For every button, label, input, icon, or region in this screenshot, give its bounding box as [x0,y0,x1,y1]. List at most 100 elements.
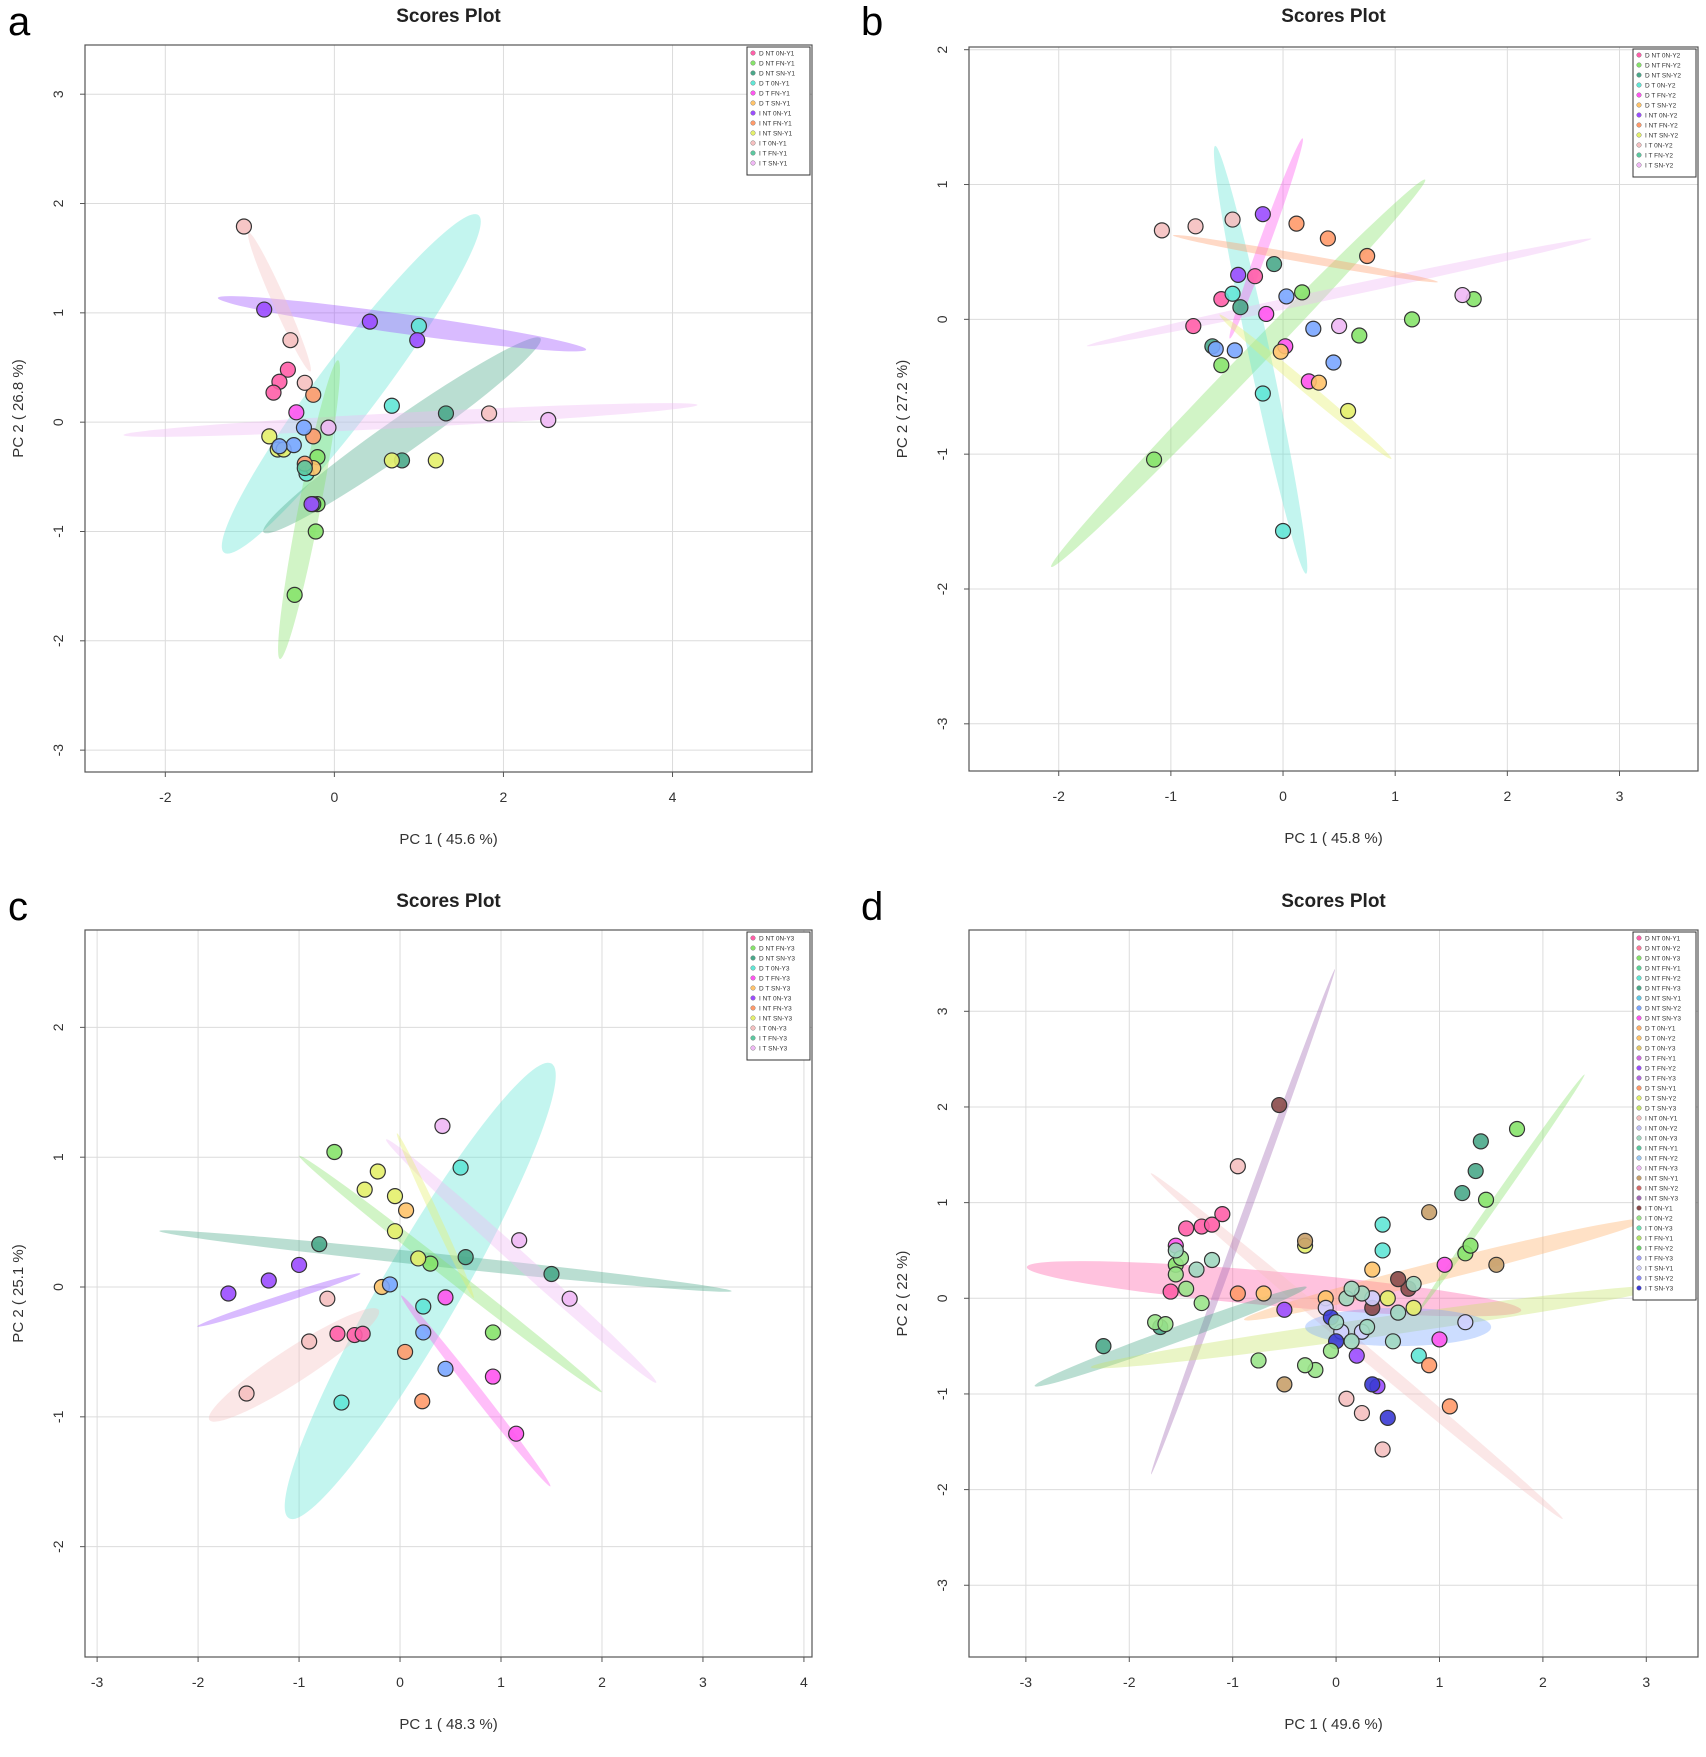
panel-a: a -2 0 2 4 -3 -2 -1 0 1 2 3 Scores Plot PC 1 ( 45.6 … [0,0,853,872]
legend-label: D NT SN-Y3 [1645,1016,1681,1023]
legend-swatch [750,50,756,56]
plot-frame [84,44,813,773]
x-tick-label: 2 [598,1674,606,1690]
score-point [301,1333,318,1350]
grid [969,47,1698,771]
score-point [1214,1206,1231,1223]
score-point [1364,1376,1381,1393]
score-point [437,1289,454,1306]
legend-label: I NT FN-Y1 [759,121,792,128]
score-point [1254,206,1271,223]
legend-swatch [1636,142,1642,148]
x-tick-label: -3 [1020,1674,1033,1690]
legend-label: I T SN-Y1 [759,161,788,168]
score-point [457,1249,474,1266]
legend-swatch [750,60,756,66]
legend-swatch [1636,1075,1642,1081]
score-point [1276,1301,1293,1318]
score-point [1167,1242,1184,1259]
score-point [307,523,324,540]
score-point [1405,1299,1422,1316]
legend-swatch [750,1035,756,1041]
legend-swatch [750,160,756,166]
legend-swatch [750,1045,756,1051]
legend-label: I T FN-Y1 [759,151,787,158]
x-tick-label: 3 [699,1674,707,1690]
legend-swatch [1636,1115,1642,1121]
y-tick-label: -1 [50,1410,66,1423]
legend-label: I NT 0N-Y2 [1645,1126,1678,1133]
legend-swatch [1636,1005,1642,1011]
y-tick-label: -1 [934,1388,950,1401]
y-tick-label: -2 [934,1483,950,1496]
score-point [271,438,288,455]
score-point [415,1298,432,1315]
point-layer [235,218,557,603]
score-point [1258,305,1275,323]
legend-swatch [1636,1255,1642,1261]
legend-label: D T FN-Y3 [759,976,790,983]
legend-label: I NT FN-Y2 [1645,1156,1678,1163]
legend-swatch [1636,1145,1642,1151]
legend-swatch [1636,1065,1642,1071]
score-point [260,1272,277,1289]
score-point [508,1425,525,1442]
score-point [434,1117,451,1135]
y-tick-label: 1 [934,180,950,188]
confidence-ellipse [1090,1285,1665,1369]
legend-swatch [1636,1225,1642,1231]
confidence-ellipse [1213,145,1308,574]
legend-swatch [1636,1265,1642,1271]
score-point [511,1232,528,1249]
confidence-ellipse [221,214,481,554]
legend-label: I T FN-Y3 [759,1036,787,1043]
plot-title: Scores Plot [1281,891,1386,912]
legend-swatch [1636,1245,1642,1251]
score-point [1254,385,1271,402]
confidence-ellipse [1026,1261,1522,1317]
legend-swatch [1636,1165,1642,1171]
legend-label: I NT FN-Y3 [1645,1166,1678,1173]
legend-swatch [1636,112,1642,118]
score-point [1390,1271,1407,1288]
score-point [1232,299,1249,316]
legend-label: I NT SN-Y2 [1645,133,1678,140]
score-point [1213,357,1230,374]
confidence-ellipse [1034,1286,1307,1387]
legend-swatch [1636,1175,1642,1181]
legend-label: D T 0N-Y2 [1645,83,1676,90]
legend-label: I NT 0N-Y2 [1645,113,1678,120]
legend-label: D T 0N-Y3 [1645,1046,1676,1053]
legend-label: I T SN-Y1 [1645,1266,1674,1273]
legend-label: I NT SN-Y3 [759,1016,792,1023]
legend-swatch [1636,152,1642,158]
panel-letter: a [8,0,31,44]
x-tick-label: -2 [1052,788,1065,804]
legend-label: D NT FN-Y3 [1645,986,1681,993]
legend-swatch [1636,52,1642,58]
y-tick-label: -3 [934,1579,950,1592]
x-tick-label: 4 [800,1674,808,1690]
y-axis-label: PC 2 ( 25.1 %) [10,1244,27,1342]
legend-label: D NT FN-Y2 [1645,63,1681,70]
legend-label: D NT SN-Y1 [1645,996,1681,1003]
confidence-ellipse [1229,138,1303,339]
legend-label: D T 0N-Y1 [759,81,790,88]
legend-label: I NT 0N-Y3 [1645,1136,1678,1143]
legend-swatch [1636,935,1642,941]
legend-swatch [1636,1045,1642,1051]
score-point [1296,1232,1314,1249]
legend-swatch [750,1025,756,1031]
legend-swatch [1636,1105,1642,1111]
score-point [1379,1290,1396,1307]
score-point [1488,1256,1505,1273]
score-point [1224,211,1241,228]
x-tick-label: -2 [1123,1674,1136,1690]
score-point [369,1163,386,1180]
score-point [1441,1398,1458,1415]
legend-swatch [1636,965,1642,971]
score-point [1374,1216,1391,1233]
score-point [1293,284,1311,301]
score-point [1224,285,1241,302]
confidence-ellipse [386,1139,657,1383]
